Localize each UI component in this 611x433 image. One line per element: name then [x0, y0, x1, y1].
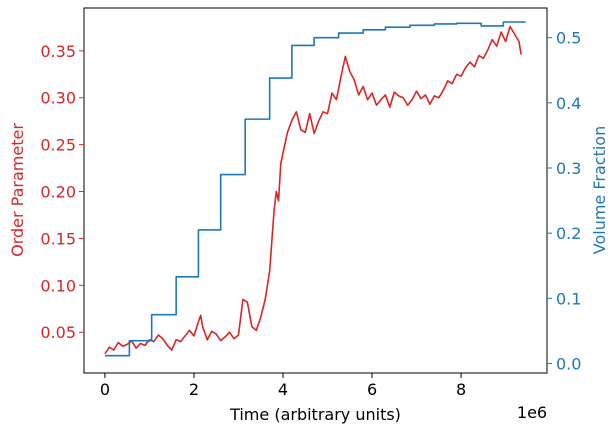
- x-tick-label: 2: [189, 380, 199, 399]
- left-y-tick-label: 0.10: [40, 276, 76, 295]
- right-y-tick-label: 0.2: [556, 224, 581, 243]
- left-y-tick-label: 0.20: [40, 183, 76, 202]
- x-tick-label: 8: [456, 380, 466, 399]
- x-tick-label: 4: [278, 380, 288, 399]
- left-y-tick-label: 0.30: [40, 89, 76, 108]
- right-y-axis-label: Volume Fraction: [590, 126, 609, 254]
- right-y-tick-label: 0.1: [556, 289, 581, 308]
- right-y-tick-label: 0.3: [556, 159, 581, 178]
- left-y-tick-label: 0.15: [40, 229, 76, 248]
- left-y-axis-label: Order Parameter: [8, 123, 27, 257]
- right-y-tick-label: 0.4: [556, 94, 581, 113]
- plot-frame: [83, 7, 548, 374]
- left-y-tick-label: 0.35: [40, 42, 76, 61]
- axes: 0 2 4 6 8 0.05 0.10 0.15 0.20 0.25 0.30 0.35 0.0 0.1 0…: [40, 7, 581, 399]
- left-y-tick-label: 0.25: [40, 136, 76, 155]
- right-y-tick-label: 0.0: [556, 355, 581, 374]
- plot-area: [104, 21, 526, 357]
- x-axis-offset-label: 1e6: [517, 403, 547, 422]
- volume-fraction-line: [104, 21, 526, 357]
- left-y-tick-label: 0.05: [40, 323, 76, 342]
- x-tick-label: 6: [367, 380, 377, 399]
- x-tick-label: 0: [100, 380, 110, 399]
- right-y-tick-label: 0.5: [556, 29, 581, 48]
- x-axis-label: Time (arbitrary units): [229, 405, 401, 424]
- order-parameter-line: [104, 25, 522, 355]
